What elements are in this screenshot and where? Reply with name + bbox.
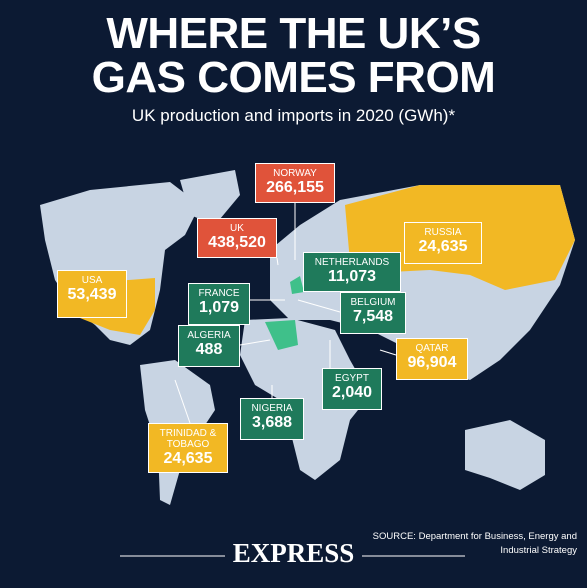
country-name: NORWAY [273, 168, 317, 179]
brand: EXPRESS [232, 538, 355, 568]
netherlands-highlight [290, 276, 304, 294]
connector [276, 257, 279, 266]
country-label: NETHERLANDS 11,073 [303, 252, 401, 292]
country-label: BELGIUM 7,548 [340, 292, 406, 334]
connector [174, 379, 191, 424]
source: SOURCE: Department for Business, Energy … [372, 531, 577, 556]
country-value: 438,520 [208, 234, 266, 251]
country-value: 2,040 [331, 384, 373, 401]
country-label: ALGERIA 488 [178, 325, 240, 367]
country-value: 53,439 [67, 286, 117, 303]
country-name: EGYPT [335, 373, 369, 384]
africa [240, 318, 370, 480]
title: WHERE THE UK’S [106, 9, 481, 58]
country-value: 96,904 [407, 354, 457, 371]
country-name: RUSSIA [424, 227, 462, 238]
country-label: QATAR 96,904 [396, 338, 468, 380]
australia [465, 420, 545, 490]
country-value: 24,635 [163, 450, 213, 467]
country-label: USA 53,439 [57, 270, 127, 318]
connector [297, 299, 341, 313]
country-name: ALGERIA [187, 330, 231, 341]
country-label: NORWAY 266,155 [255, 163, 335, 203]
subtitle: UK production and imports in 2020 (GWh)* [131, 106, 456, 125]
country-label: RUSSIA 24,635 [404, 222, 482, 264]
country-value: 1,079 [198, 299, 240, 316]
country-value: 266,155 [266, 179, 324, 196]
country-value: 24,635 [418, 238, 468, 255]
country-name: TRINIDAD & TOBAGO [159, 428, 217, 450]
country-label: EGYPT 2,040 [322, 368, 382, 410]
country-name: BELGIUM [350, 297, 396, 308]
country-label: UK 438,520 [197, 218, 277, 258]
country-value: 3,688 [251, 414, 293, 431]
country-value: 488 [195, 341, 223, 358]
connector [239, 339, 271, 346]
country-label: TRINIDAD & TOBAGO 24,635 [148, 423, 228, 473]
title: GAS COMES FROM [91, 53, 496, 102]
algeria-highlight [265, 320, 298, 350]
country-name: NETHERLANDS [314, 257, 390, 268]
country-name: FRANCE [198, 288, 240, 299]
country-value: 11,073 [327, 268, 377, 285]
country-label: NIGERIA 3,688 [240, 398, 304, 440]
greenland [180, 170, 240, 225]
country-label: FRANCE 1,079 [188, 283, 250, 325]
country-value: 7,548 [352, 308, 394, 325]
country-name: UK [230, 223, 244, 234]
connector [379, 349, 397, 356]
country-name: NIGERIA [251, 403, 293, 414]
country-name: QATAR [415, 343, 449, 354]
country-name: USA [81, 275, 103, 286]
